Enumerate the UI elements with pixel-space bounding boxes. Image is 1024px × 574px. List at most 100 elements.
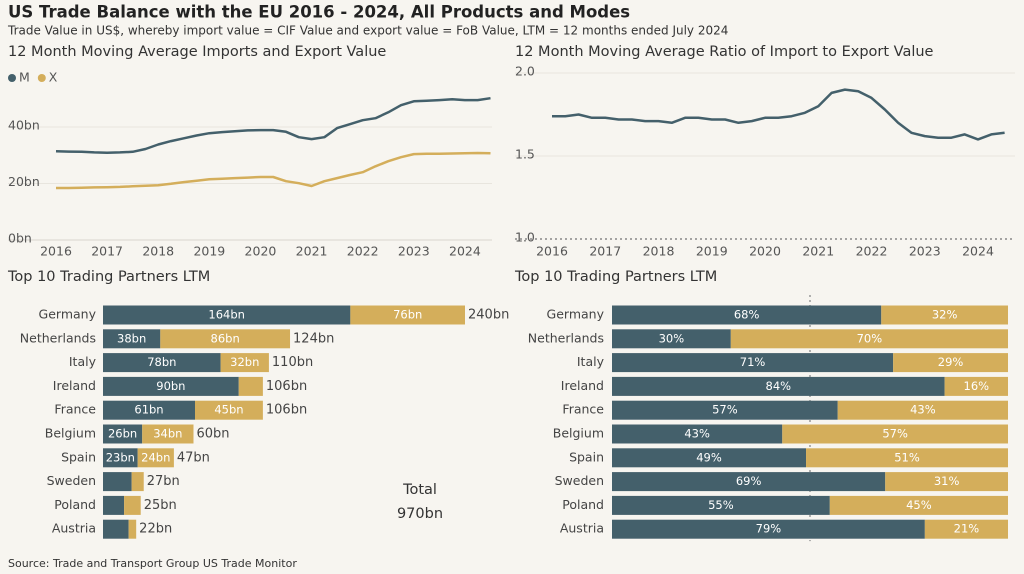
bar-segment	[103, 472, 132, 492]
category-label: Germany	[547, 307, 605, 322]
chart-title: 12 Month Moving Average Imports and Expo…	[8, 44, 386, 60]
bar-segment	[881, 305, 1008, 325]
total-label: 27bn	[147, 474, 180, 489]
category-label: Spain	[61, 449, 96, 464]
bar-value-label: 71%	[740, 355, 766, 369]
y-tick-label: 20bn	[8, 174, 40, 189]
total-label: 60bn	[197, 427, 230, 442]
legend-label: X	[49, 70, 58, 85]
bar-segment	[124, 495, 141, 515]
bar-segment	[782, 424, 1008, 444]
category-label: Italy	[577, 354, 605, 369]
x-tick-label: 2020	[749, 244, 781, 259]
bar-value-label: 90bn	[156, 379, 185, 393]
category-label: Belgium	[45, 426, 96, 441]
x-tick-label: 2024	[962, 244, 994, 259]
bar-segment	[612, 305, 882, 325]
total-label: 25bn	[144, 498, 177, 513]
category-label: Sweden	[47, 473, 96, 488]
bar-value-label: 76bn	[393, 308, 422, 322]
bar-segment	[829, 495, 1008, 515]
page-subtitle: Trade Value in US$, whereby import value…	[7, 24, 728, 38]
bar-segment	[806, 448, 1008, 468]
total-label: 47bn	[177, 450, 210, 465]
bar-value-label: 21%	[954, 522, 980, 536]
x-tick-label: 2016	[40, 244, 72, 259]
y-tick-label: 1.0	[515, 230, 535, 245]
y-tick-label: 1.5	[515, 147, 535, 162]
x-tick-label: 2022	[347, 244, 379, 259]
x-tick-label: 2023	[398, 244, 430, 259]
bar-value-label: 68%	[734, 308, 760, 322]
y-tick-label: 2.0	[515, 64, 535, 79]
bar-value-label: 78bn	[147, 355, 176, 369]
bar-value-label: 51%	[894, 450, 920, 464]
bar-segment	[612, 424, 783, 444]
bar-value-label: 57%	[712, 403, 738, 417]
bar-value-label: 45bn	[214, 403, 243, 417]
bar-segment	[924, 519, 1008, 539]
total-label: 110bn	[272, 355, 313, 370]
bar-value-label: 84%	[766, 379, 792, 393]
legend-label: M	[19, 70, 30, 85]
x-tick-label: 2024	[449, 244, 481, 259]
line	[55, 96, 491, 154]
bar-segment	[220, 353, 269, 373]
x-tick-label: 2016	[536, 244, 568, 259]
x-tick-label: 2019	[193, 244, 225, 259]
x-tick-label: 2019	[696, 244, 728, 259]
bar-value-label: 86bn	[211, 331, 240, 345]
bar-segment	[885, 472, 1008, 492]
bar-segment	[612, 400, 838, 420]
bar-segment	[131, 472, 144, 492]
bar-value-label: 43%	[910, 403, 936, 417]
bar-segment	[612, 519, 925, 539]
category-label: Netherlands	[528, 330, 604, 345]
y-tick-label: 0bn	[8, 231, 32, 246]
bar-value-label: 31%	[934, 474, 960, 488]
bar-value-label: 30%	[659, 331, 685, 345]
bar-segment	[103, 400, 196, 420]
bar-segment	[103, 519, 129, 539]
x-tick-label: 2018	[142, 244, 174, 259]
bar-value-label: 34bn	[153, 427, 182, 441]
category-label: Italy	[69, 354, 97, 369]
x-tick-label: 2020	[245, 244, 277, 259]
bar-segment	[195, 400, 263, 420]
x-tick-label: 2021	[296, 244, 328, 259]
category-label: Spain	[569, 449, 604, 464]
chart-title: Top 10 Trading Partners LTM	[7, 269, 210, 285]
category-label: Netherlands	[20, 330, 96, 345]
total-label: 124bn	[293, 331, 334, 346]
x-tick-label: 2017	[589, 244, 621, 259]
annotation-value: 970bn	[397, 506, 443, 522]
category-label: Sweden	[555, 473, 604, 488]
bar-segment	[160, 329, 291, 349]
bar-segment	[612, 448, 807, 468]
bar-segment	[103, 495, 125, 515]
category-label: Belgium	[553, 426, 604, 441]
source: Source: Trade and Transport Group US Tra…	[8, 557, 297, 570]
category-label: France	[54, 402, 96, 417]
category-label: Germany	[39, 307, 97, 322]
bar-value-label: 32%	[932, 308, 958, 322]
bar-value-label: 55%	[708, 498, 734, 512]
category-label: France	[562, 402, 604, 417]
bar-segment	[837, 400, 1008, 420]
bar-segment	[612, 329, 731, 349]
legend-swatch	[37, 74, 46, 82]
bar-segment	[103, 329, 161, 349]
bar-value-label: 26bn	[108, 427, 137, 441]
bar-segment	[137, 448, 174, 468]
line	[552, 88, 1005, 141]
category-label: Austria	[560, 521, 604, 536]
bar-segment	[103, 353, 221, 373]
bar-segment	[103, 305, 351, 325]
bar-value-label: 164bn	[208, 308, 245, 322]
chart-title: 12 Month Moving Average Ratio of Import …	[515, 44, 934, 60]
bar-segment	[612, 472, 886, 492]
category-label: Poland	[54, 497, 96, 512]
bar-value-label: 49%	[696, 450, 722, 464]
category-label: Poland	[562, 497, 604, 512]
